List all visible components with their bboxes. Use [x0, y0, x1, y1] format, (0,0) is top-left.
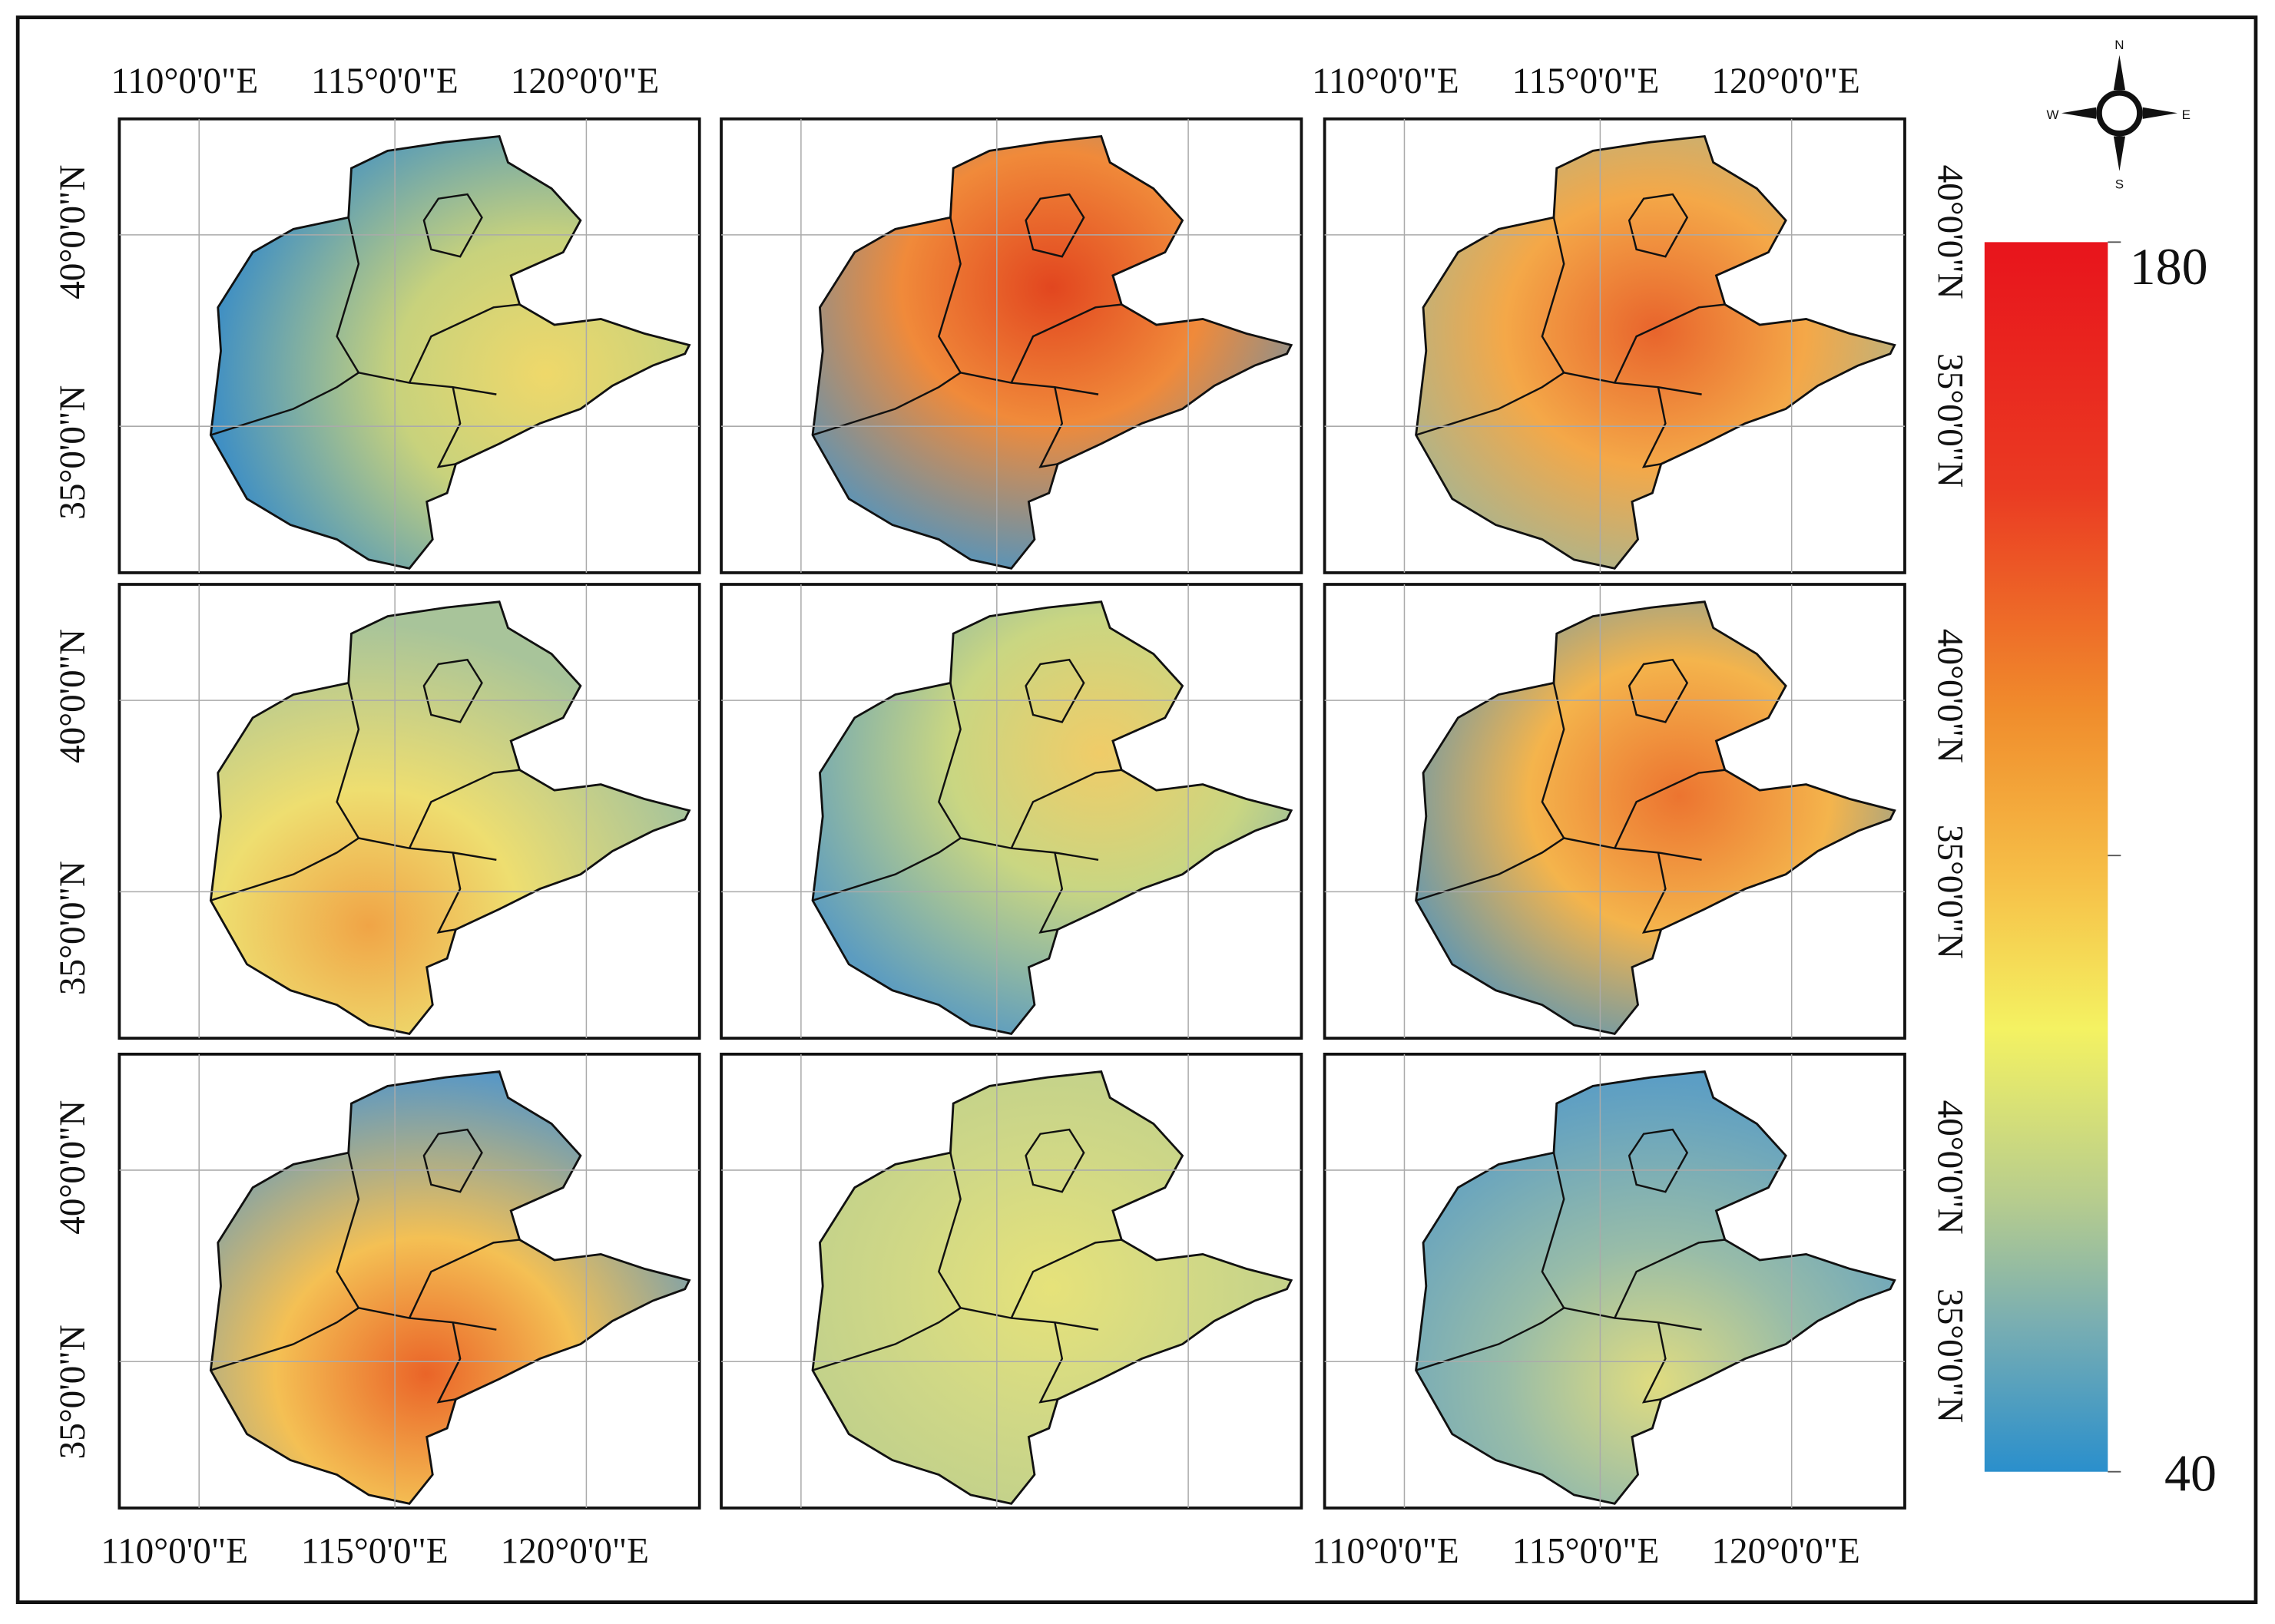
- province-boundary: [408, 769, 520, 849]
- compass-east: E: [2182, 107, 2191, 122]
- region-shape: [811, 1070, 1293, 1505]
- province-boundary: [1010, 769, 1122, 849]
- colorbar-ticks: [2108, 241, 2121, 1473]
- longitude-label: 115°0'0"E: [311, 61, 459, 101]
- province-boundary: [1614, 1239, 1725, 1319]
- region-shape: [209, 600, 691, 1035]
- region-shape: [811, 600, 1293, 1035]
- province-boundary: [436, 1321, 462, 1404]
- province-boundary: [408, 1239, 520, 1319]
- province-boundary: [1563, 1307, 1702, 1331]
- map-panel: [720, 1052, 1303, 1510]
- province-boundary: [1038, 852, 1064, 934]
- latitude-label: 40°0'0"N: [1929, 629, 1969, 763]
- latitude-label: 35°0'0"N: [1929, 1288, 1969, 1423]
- province-boundary: [1563, 372, 1702, 395]
- province-boundary: [1038, 1321, 1064, 1404]
- region-shape: [1415, 1070, 1896, 1505]
- compass-north: N: [2114, 38, 2124, 52]
- longitude-label: 120°0'0"E: [501, 1532, 649, 1572]
- longitude-label: 110°0'0"E: [101, 1532, 248, 1572]
- map-panel: [1323, 583, 1906, 1040]
- latitude-label: 40°0'0"N: [53, 629, 93, 763]
- province-boundary: [422, 658, 483, 723]
- region-shape: [209, 134, 691, 570]
- longitude-label: 110°0'0"E: [111, 61, 258, 101]
- province-boundary: [1641, 852, 1667, 934]
- colorbar-max: 180: [2130, 237, 2208, 296]
- colorbar: [1984, 242, 2108, 1472]
- colorbar-min: 40: [2164, 1444, 2217, 1502]
- province-boundary: [1038, 386, 1064, 468]
- latitude-label: 40°0'0"N: [1929, 1100, 1969, 1235]
- province-boundary: [1010, 1239, 1122, 1319]
- map-panel: [720, 117, 1303, 574]
- province-boundary: [1641, 386, 1667, 468]
- map-panel: [118, 583, 701, 1040]
- province-boundary: [408, 303, 520, 384]
- map-panel: [720, 583, 1303, 1040]
- region-shape: [1415, 600, 1896, 1035]
- outer-frame: [15, 15, 2258, 1605]
- longitude-label: 110°0'0"E: [1312, 61, 1459, 101]
- longitude-label: 115°0'0"E: [1512, 1532, 1660, 1572]
- latitude-label: 40°0'0"N: [53, 165, 93, 299]
- latitude-label: 35°0'0"N: [1929, 825, 1969, 959]
- province-boundary: [358, 372, 497, 395]
- map-panel: [1323, 117, 1906, 574]
- compass-south: S: [2115, 177, 2124, 191]
- province-boundary: [960, 837, 1099, 862]
- province-boundary: [1025, 193, 1085, 258]
- province-boundary: [1563, 837, 1702, 862]
- map-panel: [118, 117, 701, 574]
- province-boundary: [358, 837, 497, 862]
- longitude-label: 115°0'0"E: [301, 1532, 449, 1572]
- latitude-label: 35°0'0"N: [53, 1325, 93, 1459]
- map-panel: [118, 1052, 701, 1510]
- province-boundary: [1628, 193, 1689, 258]
- longitude-label: 120°0'0"E: [511, 61, 659, 101]
- latitude-label: 35°0'0"N: [53, 385, 93, 520]
- province-boundary: [436, 852, 462, 934]
- latitude-label: 40°0'0"N: [53, 1100, 93, 1235]
- longitude-label: 115°0'0"E: [1512, 61, 1660, 101]
- longitude-label: 120°0'0"E: [1711, 1532, 1859, 1572]
- longitude-label: 120°0'0"E: [1711, 61, 1859, 101]
- compass: [2061, 55, 2177, 171]
- latitude-label: 40°0'0"N: [1929, 165, 1969, 299]
- region-shape: [209, 1070, 691, 1505]
- province-boundary: [960, 1307, 1099, 1331]
- compass-west: W: [2047, 107, 2059, 122]
- province-boundary: [960, 372, 1099, 395]
- province-boundary: [1010, 303, 1122, 384]
- province-boundary: [1641, 1321, 1667, 1404]
- province-boundary: [1614, 303, 1725, 384]
- province-boundary: [422, 193, 483, 258]
- province-boundary: [358, 1307, 497, 1331]
- province-boundary: [1628, 1128, 1689, 1193]
- longitude-label: 110°0'0"E: [1312, 1532, 1459, 1572]
- province-boundary: [1628, 658, 1689, 723]
- map-panel: [1323, 1052, 1906, 1510]
- province-boundary: [436, 386, 462, 468]
- latitude-label: 35°0'0"N: [1929, 353, 1969, 488]
- province-boundary: [422, 1128, 483, 1193]
- latitude-label: 35°0'0"N: [53, 861, 93, 995]
- province-boundary: [1025, 658, 1085, 723]
- region-shape: [1415, 134, 1896, 570]
- region-shape: [811, 134, 1293, 570]
- province-boundary: [1614, 769, 1725, 849]
- province-boundary: [1025, 1128, 1085, 1193]
